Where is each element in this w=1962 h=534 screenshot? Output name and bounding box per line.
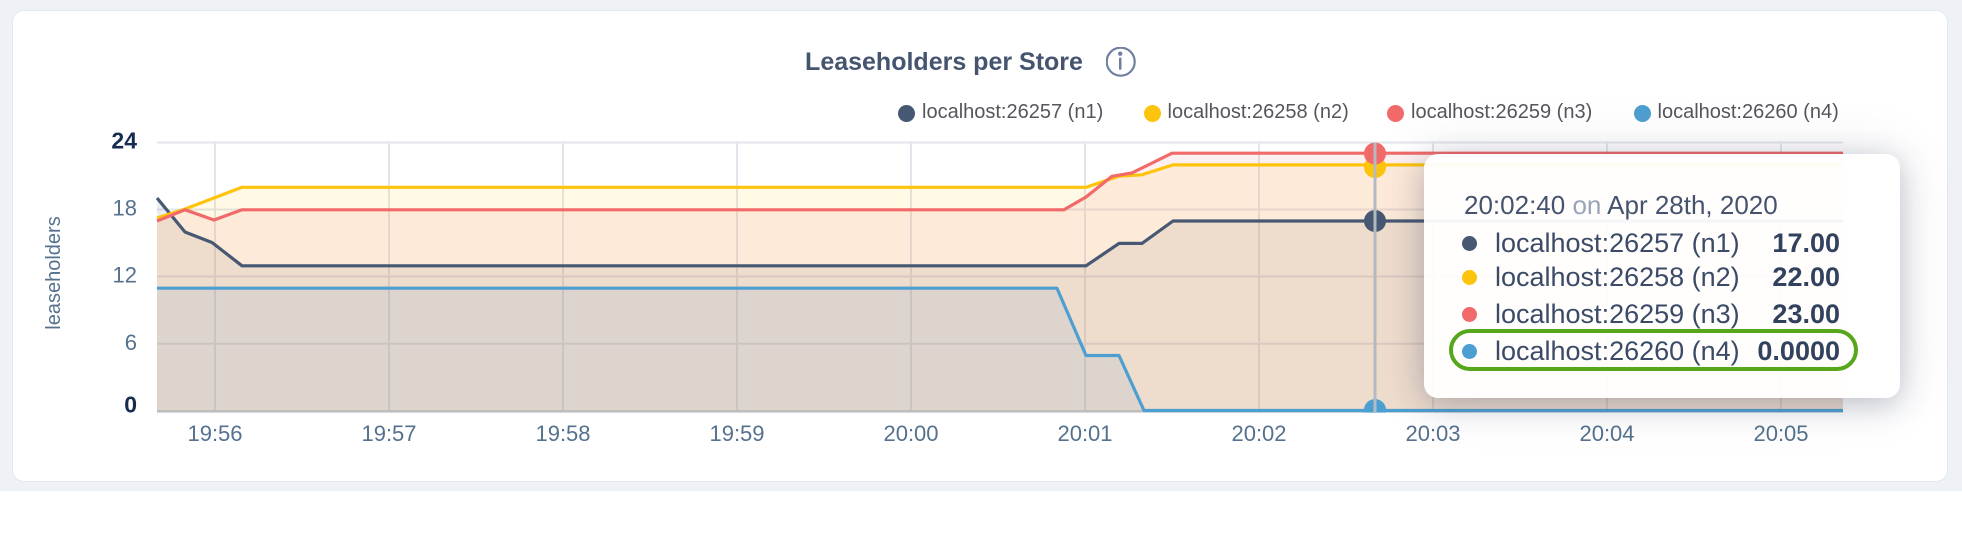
svg-text:6: 6: [125, 330, 137, 355]
svg-text:20:04: 20:04: [1579, 421, 1634, 446]
svg-text:0: 0: [124, 392, 137, 418]
svg-text:20:03: 20:03: [1405, 421, 1460, 446]
svg-text:20:05: 20:05: [1753, 421, 1808, 446]
svg-text:20:01: 20:01: [1057, 421, 1112, 446]
svg-text:18: 18: [113, 196, 137, 221]
svg-text:12: 12: [113, 263, 137, 288]
svg-text:20:02: 20:02: [1231, 421, 1286, 446]
svg-text:19:59: 19:59: [709, 421, 764, 446]
svg-text:19:58: 19:58: [535, 421, 590, 446]
svg-text:leaseholders: leaseholders: [43, 216, 65, 329]
svg-text:20:00: 20:00: [883, 421, 938, 446]
svg-text:19:56: 19:56: [187, 421, 242, 446]
svg-text:24: 24: [111, 128, 137, 154]
svg-text:19:57: 19:57: [361, 421, 416, 446]
